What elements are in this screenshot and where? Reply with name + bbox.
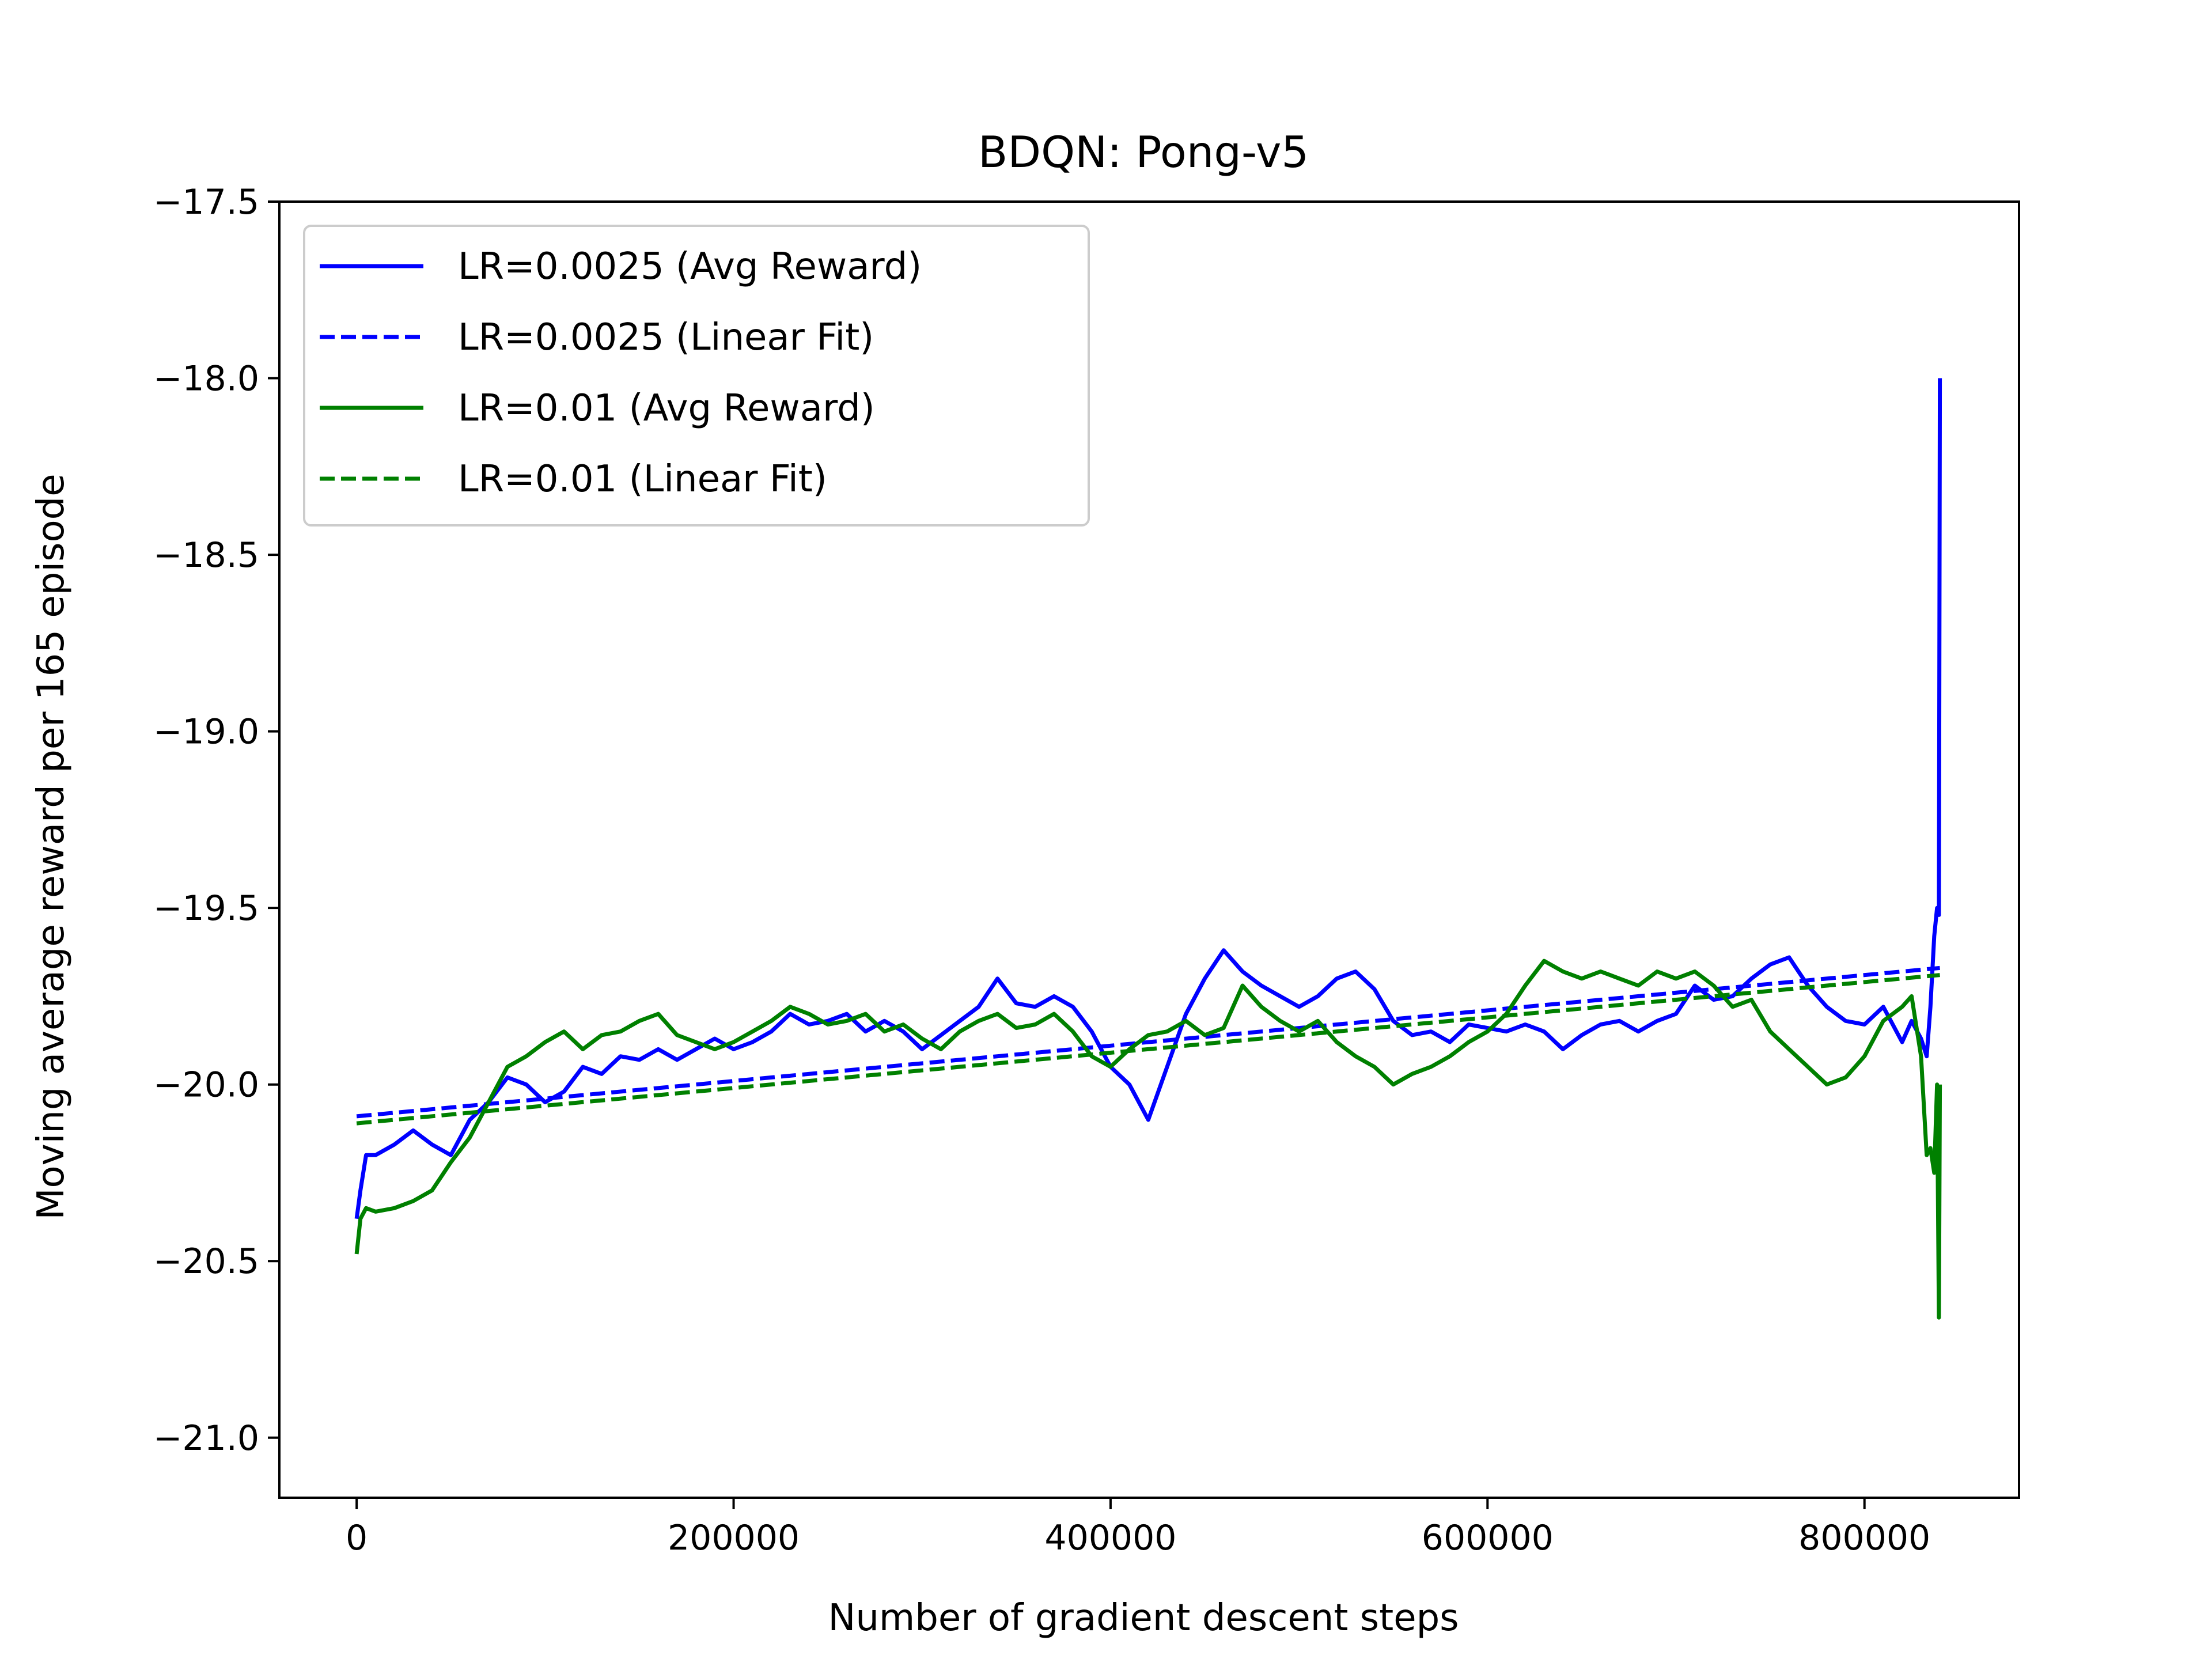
y-tick-label: −19.0 <box>153 712 259 752</box>
x-tick-label: 600000 <box>1422 1518 1554 1558</box>
y-axis-label: Moving average reward per 165 episode <box>30 474 73 1219</box>
x-tick-label: 200000 <box>668 1518 800 1558</box>
y-tick-label: −18.0 <box>153 359 259 399</box>
y-tick-label: −20.5 <box>153 1241 259 1282</box>
y-tick-label: −19.5 <box>153 888 259 929</box>
x-axis: 0 200000 400000 600000 800000 <box>346 1498 1930 1558</box>
x-axis-label: Number of gradient descent steps <box>828 1597 1459 1639</box>
legend-items: LR=0.0025 (Avg Reward) LR=0.0025 (Linear … <box>320 245 922 501</box>
legend-box <box>303 225 1090 527</box>
y-tick-label: −18.5 <box>153 535 259 575</box>
chart-title: BDQN: Pong-v5 <box>978 127 1309 177</box>
series-line-3 <box>354 959 1942 1320</box>
legend-label-4: LR=0.01 (Linear Fit) <box>458 458 827 501</box>
y-tick-label: −21.0 <box>153 1418 259 1459</box>
plot-area: 0 200000 400000 600000 800000 −21.0 −20.5 −20.… <box>153 182 2020 1558</box>
legend-label-1: LR=0.0025 (Avg Reward) <box>458 245 922 288</box>
y-axis: −21.0 −20.5 −20.0 −19.5 −19.0 −18.5 −18.0 −17.5 <box>153 182 279 1459</box>
series-line-2 <box>356 965 1940 1119</box>
series-line-1 <box>354 378 1942 1219</box>
series-line-4 <box>356 973 1940 1126</box>
y-tick-label: −17.5 <box>153 182 259 222</box>
x-tick-label: 0 <box>346 1518 368 1558</box>
x-tick-label: 800000 <box>1798 1518 1930 1558</box>
legend: LR=0.0025 (Avg Reward) LR=0.0025 (Linear … <box>303 225 1090 527</box>
y-tick-label: −20.0 <box>153 1065 259 1105</box>
series-layer <box>354 378 1942 1320</box>
x-tick-label: 400000 <box>1044 1518 1176 1558</box>
legend-label-2: LR=0.0025 (Linear Fit) <box>458 316 874 359</box>
legend-label-3: LR=0.01 (Avg Reward) <box>458 387 875 430</box>
plot-frame <box>278 200 2020 1499</box>
